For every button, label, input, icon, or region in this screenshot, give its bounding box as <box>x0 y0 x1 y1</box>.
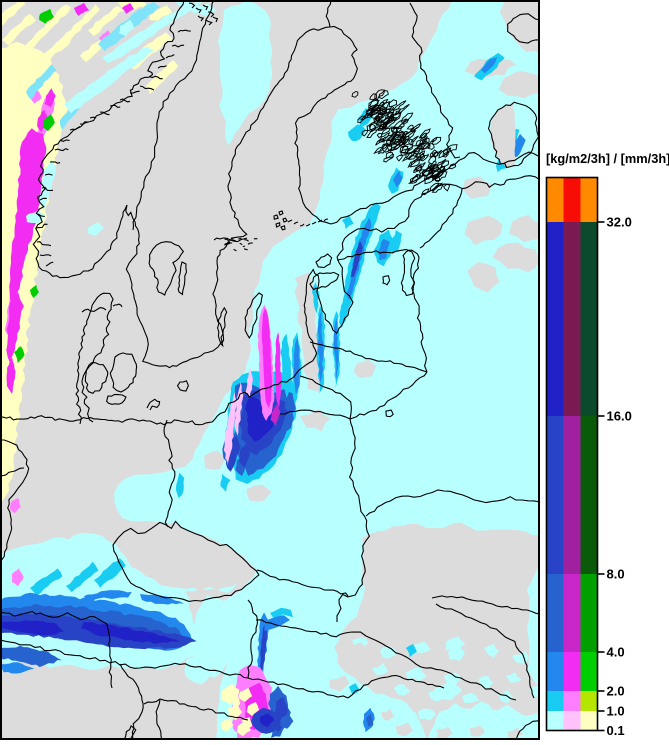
svg-text:32.0: 32.0 <box>607 215 632 230</box>
svg-text:4.0: 4.0 <box>607 645 625 660</box>
svg-text:2.0: 2.0 <box>607 684 625 699</box>
svg-text:0.1: 0.1 <box>607 723 625 738</box>
svg-text:[kg/m2/3h] / [mm/3h]: [kg/m2/3h] / [mm/3h] <box>546 151 669 166</box>
svg-text:8.0: 8.0 <box>607 567 625 582</box>
svg-text:16.0: 16.0 <box>607 409 632 424</box>
svg-text:1.0: 1.0 <box>607 704 625 719</box>
